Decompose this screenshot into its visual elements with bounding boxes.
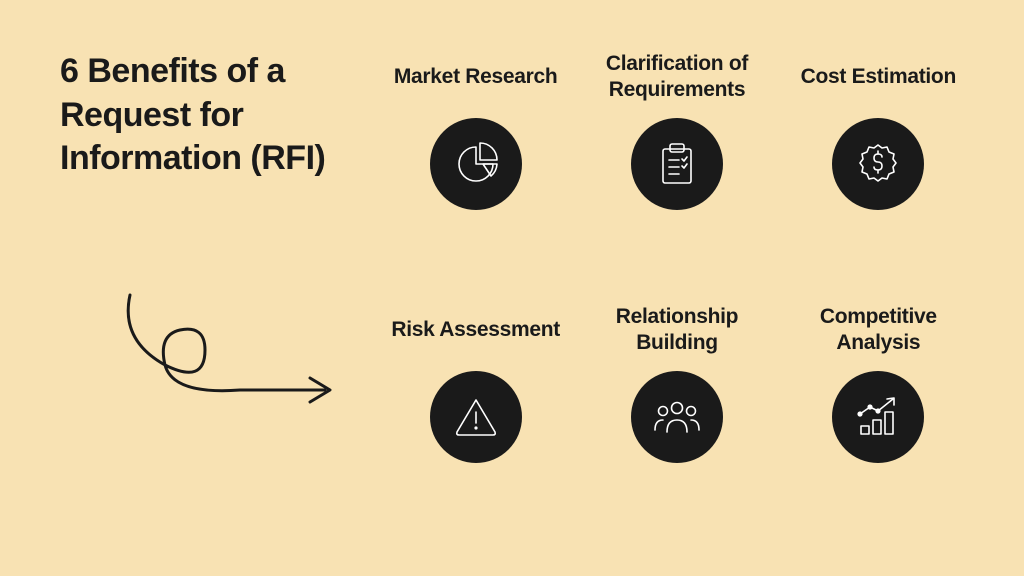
benefit-label: Competitive Analysis	[783, 303, 974, 357]
benefit-item: Risk Assessment	[380, 303, 571, 536]
icon-circle	[832, 118, 924, 210]
benefit-label: Relationship Building	[581, 303, 772, 357]
dollar-badge-icon	[853, 139, 903, 189]
icon-circle	[832, 371, 924, 463]
benefit-label: Risk Assessment	[391, 303, 560, 357]
warning-icon	[451, 392, 501, 442]
icon-circle	[631, 371, 723, 463]
benefit-item: Clarification of Requirements	[581, 50, 772, 283]
page-title: 6 Benefits of a Request for Information …	[60, 50, 350, 181]
benefit-item: Competitive Analysis	[783, 303, 974, 536]
decorative-arrow	[110, 290, 350, 420]
benefit-item: Cost Estimation	[783, 50, 974, 283]
benefit-item: Market Research	[380, 50, 571, 283]
benefit-label: Clarification of Requirements	[581, 50, 772, 104]
benefits-grid: Market Research Clarification of Require…	[370, 50, 974, 536]
icon-circle	[430, 371, 522, 463]
benefit-label: Cost Estimation	[801, 50, 956, 104]
benefit-item: Relationship Building	[581, 303, 772, 536]
people-icon	[652, 392, 702, 442]
icon-circle	[631, 118, 723, 210]
benefit-label: Market Research	[394, 50, 558, 104]
chart-growth-icon	[853, 392, 903, 442]
pie-chart-icon	[451, 139, 501, 189]
clipboard-check-icon	[652, 139, 702, 189]
icon-circle	[430, 118, 522, 210]
